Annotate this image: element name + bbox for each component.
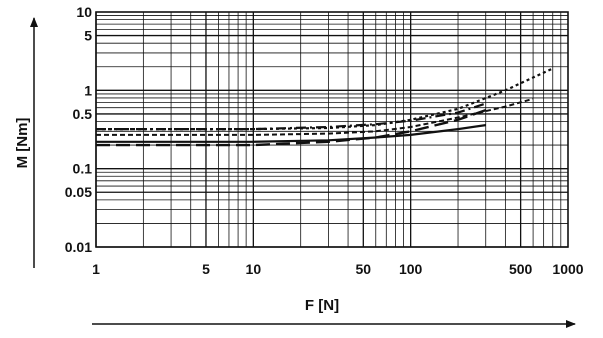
y-tick-label: 5 — [84, 28, 92, 44]
y-tick-label: 0.1 — [73, 161, 93, 177]
y-axis-label: M [Nm] — [14, 118, 31, 169]
x-tick-label: 10 — [246, 261, 262, 277]
y-tick-label: 0.05 — [65, 184, 92, 200]
x-tick-label: 1 — [92, 261, 100, 277]
series-line-2 — [96, 102, 487, 131]
y-tick-label: 0.01 — [65, 239, 92, 255]
series-line-5 — [96, 124, 486, 143]
y-tick-label: 1 — [84, 82, 92, 98]
y-tick-label: 10 — [76, 4, 92, 20]
series-line-3 — [96, 97, 534, 136]
x-tick-label: 500 — [509, 261, 533, 277]
y-tick-labels: 10 5 1 0.5 0.1 0.05 0.01 — [65, 4, 92, 255]
chart-grid — [95, 12, 568, 248]
plot-frame — [95, 11, 569, 248]
x-tick-label: 1000 — [552, 261, 583, 277]
series-layer — [96, 67, 554, 147]
x-tick-label: 50 — [356, 261, 372, 277]
series-line-1 — [96, 67, 554, 131]
x-tick-label: 100 — [399, 261, 423, 277]
y-tick-label: 0.5 — [73, 106, 93, 122]
x-axis-label: F [N] — [305, 297, 339, 314]
x-tick-label: 5 — [202, 261, 210, 277]
x-tick-labels: 1 5 10 50 100 500 1000 — [92, 261, 584, 277]
